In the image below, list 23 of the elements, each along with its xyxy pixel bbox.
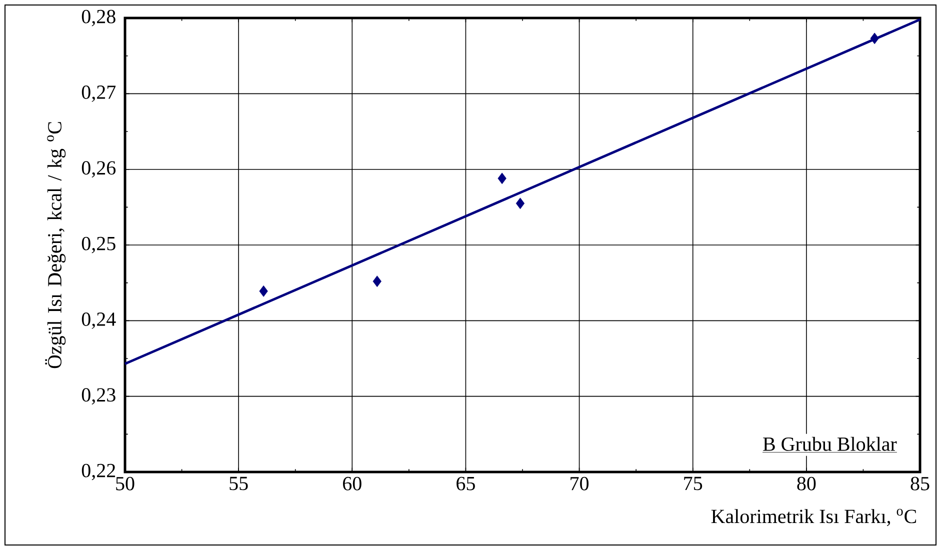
x-tick-label: 55: [230, 476, 248, 490]
x-tick-label: 60: [343, 476, 362, 490]
y-tick-label: 0,28: [82, 10, 116, 26]
point: [870, 32, 879, 44]
x-tick-label: 50: [116, 476, 134, 490]
point: [498, 172, 506, 184]
y-tick-label: 0,24: [82, 312, 116, 329]
x-tick-label: 80: [797, 476, 816, 490]
y-tick-label: 0,27: [82, 85, 116, 102]
y-tick-label: 0,23: [82, 388, 116, 405]
x-tick-label: 65: [456, 476, 475, 490]
y-axis-title: Özgül Isı Değeri, kcal / kg $^{o}$C: [45, 122, 66, 368]
x-axis-title: Kalorimetrik Isı Farkı, $^{o}$C: [711, 508, 916, 526]
point: [259, 285, 268, 297]
x-tick-label: 85: [910, 476, 930, 490]
point: [516, 198, 525, 210]
y-tick-label: 0,25: [82, 236, 116, 254]
x-tick-label: 70: [570, 476, 589, 490]
x-tick-label: 75: [684, 476, 702, 490]
annotation: B Grubu Bloklar: [763, 436, 897, 451]
y-tick-label: 0,26: [82, 161, 116, 178]
point: [372, 276, 382, 288]
y-tick-label: 0,22: [82, 464, 116, 480]
